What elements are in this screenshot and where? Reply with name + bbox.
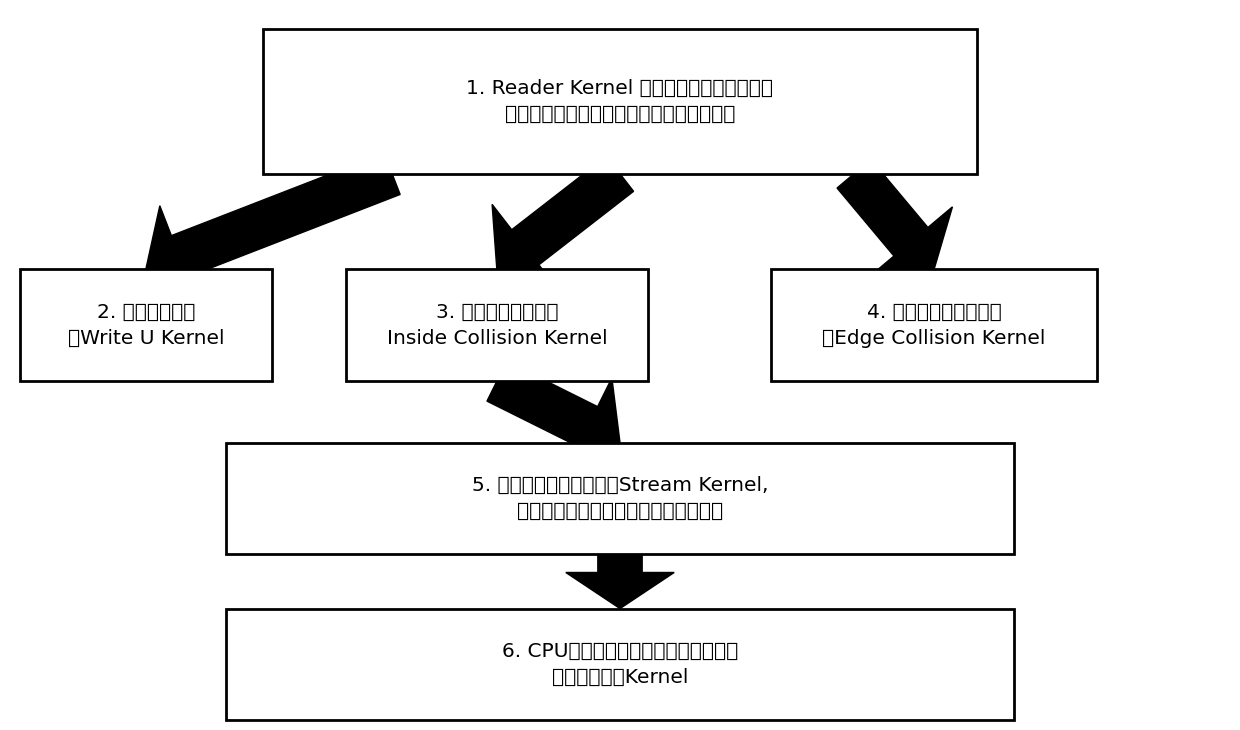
FancyBboxPatch shape <box>263 29 977 174</box>
Text: 4. 将边界格子数据传输
到Edge Collision Kernel: 4. 将边界格子数据传输 到Edge Collision Kernel <box>822 302 1045 348</box>
Text: 5. 将碰撞后的数据传输到Stream Kernel,
传播后将数据写入外存（乒乓缓存）中: 5. 将碰撞后的数据传输到Stream Kernel, 传播后将数据写入外存（乒… <box>471 476 769 521</box>
Text: 6. CPU端读取宏观量信息，并根据迭代
停止条件调度Kernel: 6. CPU端读取宏观量信息，并根据迭代 停止条件调度Kernel <box>502 642 738 687</box>
Polygon shape <box>492 156 634 291</box>
FancyBboxPatch shape <box>226 442 1014 555</box>
FancyBboxPatch shape <box>346 269 647 381</box>
FancyBboxPatch shape <box>20 269 272 381</box>
Text: 2. 将宏观量传输
到Write U Kernel: 2. 将宏观量传输 到Write U Kernel <box>67 302 224 348</box>
Polygon shape <box>565 555 675 609</box>
Polygon shape <box>837 159 952 277</box>
Text: 1. Reader Kernel 从外存中读取粒子分布数
据，计算宏观量（密度和速度），边界检测: 1. Reader Kernel 从外存中读取粒子分布数 据，计算宏观量（密度和… <box>466 79 774 124</box>
FancyBboxPatch shape <box>226 609 1014 721</box>
Polygon shape <box>146 153 401 307</box>
Polygon shape <box>487 361 620 475</box>
Text: 3. 将格子数据传输到
Inside Collision Kernel: 3. 将格子数据传输到 Inside Collision Kernel <box>387 302 608 348</box>
FancyBboxPatch shape <box>771 269 1097 381</box>
